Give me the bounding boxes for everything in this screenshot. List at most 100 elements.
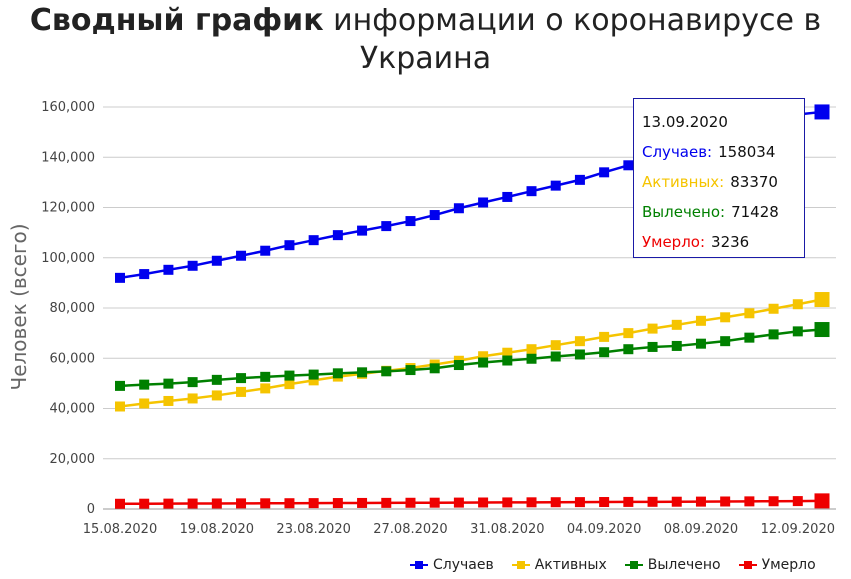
data-point-deaths[interactable] xyxy=(187,498,198,509)
data-point-recovered[interactable] xyxy=(550,351,561,362)
data-point-cases[interactable] xyxy=(357,225,368,236)
data-point-active[interactable] xyxy=(744,308,755,319)
data-point-recovered[interactable] xyxy=(599,347,610,358)
data-point-recovered[interactable] xyxy=(792,326,803,337)
data-point-cases[interactable] xyxy=(308,235,319,246)
data-point-cases[interactable] xyxy=(599,167,610,178)
data-point-cases[interactable] xyxy=(526,186,537,197)
data-point-cases[interactable] xyxy=(260,245,271,256)
data-point-deaths[interactable] xyxy=(211,498,222,509)
data-point-recovered[interactable] xyxy=(163,378,174,389)
legend-item-cases[interactable]: Случаев xyxy=(410,557,494,573)
data-point-deaths[interactable] xyxy=(671,496,682,507)
data-point-deaths[interactable] xyxy=(647,496,658,507)
data-point-deaths[interactable] xyxy=(550,497,561,508)
data-point-active[interactable] xyxy=(236,386,247,397)
data-point-cases[interactable] xyxy=(381,221,392,232)
data-point-deaths[interactable] xyxy=(332,498,343,509)
data-point-active[interactable] xyxy=(115,401,125,412)
data-point-recovered[interactable] xyxy=(671,340,682,351)
data-point-active[interactable] xyxy=(478,351,489,362)
data-point-cases[interactable] xyxy=(163,264,174,275)
data-point-recovered[interactable] xyxy=(814,322,830,338)
data-point-recovered[interactable] xyxy=(308,369,319,380)
data-point-recovered[interactable] xyxy=(381,366,392,377)
data-point-deaths[interactable] xyxy=(405,497,416,508)
data-point-recovered[interactable] xyxy=(623,344,634,355)
data-point-recovered[interactable] xyxy=(647,341,658,352)
data-point-deaths[interactable] xyxy=(814,493,830,509)
data-point-recovered[interactable] xyxy=(187,377,198,388)
data-point-deaths[interactable] xyxy=(502,497,513,508)
data-point-cases[interactable] xyxy=(187,260,198,271)
data-point-recovered[interactable] xyxy=(744,332,755,343)
data-point-deaths[interactable] xyxy=(236,498,247,509)
data-point-deaths[interactable] xyxy=(139,498,150,509)
data-point-active[interactable] xyxy=(550,340,561,351)
data-point-cases[interactable] xyxy=(453,203,464,214)
data-point-active[interactable] xyxy=(187,393,198,404)
data-point-active[interactable] xyxy=(647,323,658,334)
data-point-active[interactable] xyxy=(574,336,585,347)
data-point-active[interactable] xyxy=(139,398,150,409)
data-point-active[interactable] xyxy=(526,344,537,355)
data-point-recovered[interactable] xyxy=(139,379,150,390)
legend-item-deaths[interactable]: Умерло xyxy=(738,557,816,573)
data-point-cases[interactable] xyxy=(623,160,634,171)
data-point-recovered[interactable] xyxy=(405,365,416,376)
data-point-deaths[interactable] xyxy=(284,498,295,509)
data-point-active[interactable] xyxy=(720,312,731,323)
data-point-deaths[interactable] xyxy=(792,496,803,507)
data-point-deaths[interactable] xyxy=(623,496,634,507)
data-point-recovered[interactable] xyxy=(695,338,706,349)
data-point-recovered[interactable] xyxy=(526,353,537,364)
data-point-deaths[interactable] xyxy=(429,497,440,508)
data-point-deaths[interactable] xyxy=(260,498,271,509)
data-point-active[interactable] xyxy=(284,379,295,390)
data-point-active[interactable] xyxy=(308,375,319,386)
data-point-recovered[interactable] xyxy=(453,360,464,371)
data-point-active[interactable] xyxy=(502,347,513,358)
data-point-recovered[interactable] xyxy=(768,329,779,340)
data-point-recovered[interactable] xyxy=(357,367,368,378)
data-point-recovered[interactable] xyxy=(478,357,489,368)
data-point-recovered[interactable] xyxy=(260,371,271,382)
data-point-cases[interactable] xyxy=(502,191,513,202)
legend-item-active[interactable]: Активных xyxy=(511,557,607,573)
data-point-deaths[interactable] xyxy=(478,497,489,508)
data-point-deaths[interactable] xyxy=(720,496,731,507)
legend-item-recovered[interactable]: Вылечено xyxy=(624,557,721,573)
data-point-active[interactable] xyxy=(814,292,830,308)
data-point-recovered[interactable] xyxy=(211,374,222,385)
data-point-deaths[interactable] xyxy=(381,497,392,508)
data-point-deaths[interactable] xyxy=(357,497,368,508)
data-point-deaths[interactable] xyxy=(695,496,706,507)
data-point-recovered[interactable] xyxy=(502,355,513,366)
data-point-active[interactable] xyxy=(671,319,682,330)
data-point-cases[interactable] xyxy=(236,250,247,261)
data-point-active[interactable] xyxy=(695,315,706,326)
data-point-cases[interactable] xyxy=(115,272,125,283)
data-point-deaths[interactable] xyxy=(308,498,319,509)
data-point-recovered[interactable] xyxy=(115,380,125,391)
data-point-active[interactable] xyxy=(623,328,634,339)
data-point-cases[interactable] xyxy=(478,197,489,208)
data-point-active[interactable] xyxy=(260,383,271,394)
data-point-deaths[interactable] xyxy=(599,497,610,508)
data-point-cases[interactable] xyxy=(139,269,150,280)
data-point-active[interactable] xyxy=(599,331,610,342)
data-point-deaths[interactable] xyxy=(744,496,755,507)
data-point-deaths[interactable] xyxy=(768,496,779,507)
data-point-recovered[interactable] xyxy=(284,370,295,381)
data-point-cases[interactable] xyxy=(550,180,561,191)
data-point-deaths[interactable] xyxy=(115,498,125,509)
data-point-recovered[interactable] xyxy=(574,349,585,360)
data-point-recovered[interactable] xyxy=(236,373,247,384)
data-point-recovered[interactable] xyxy=(429,363,440,374)
data-point-recovered[interactable] xyxy=(720,336,731,347)
data-point-cases[interactable] xyxy=(332,230,343,241)
data-point-deaths[interactable] xyxy=(526,497,537,508)
data-point-cases[interactable] xyxy=(814,104,830,120)
data-point-active[interactable] xyxy=(792,299,803,310)
data-point-cases[interactable] xyxy=(429,210,440,221)
